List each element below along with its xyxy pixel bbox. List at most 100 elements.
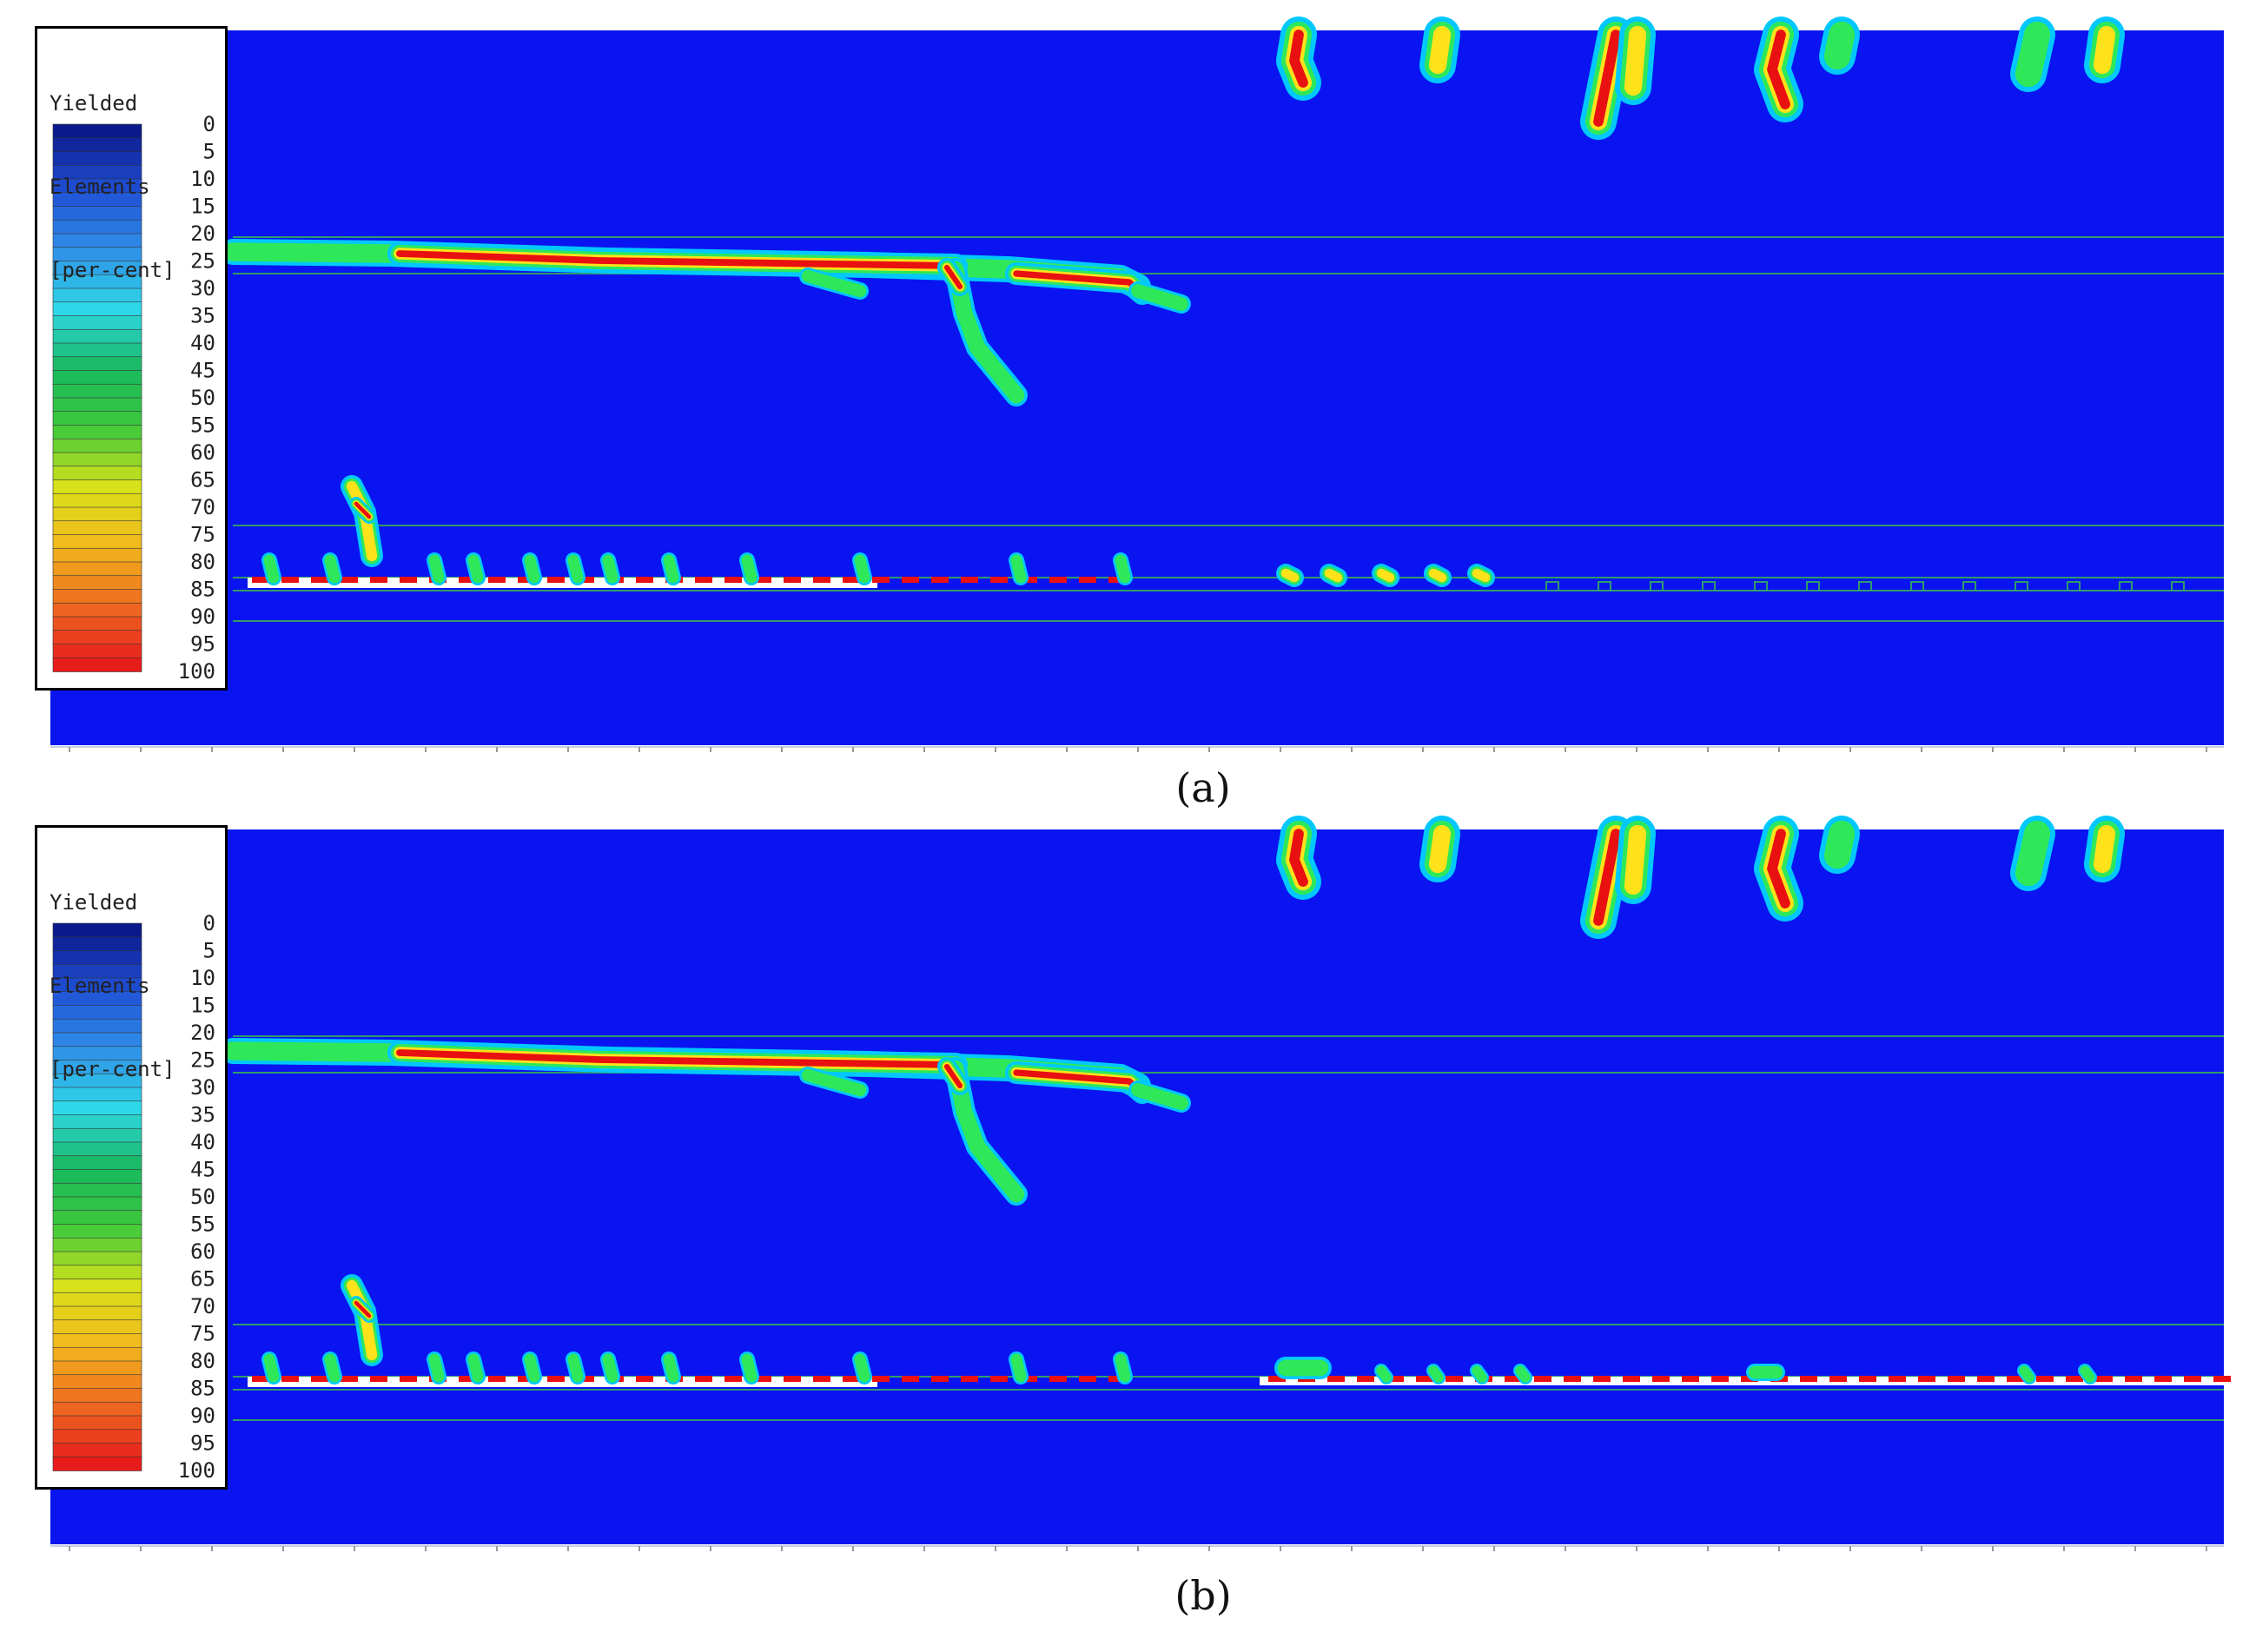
- colorbar-step: [52, 370, 142, 386]
- colorbar-tick-label: 25: [190, 1048, 215, 1073]
- lining-yield-segment: [1505, 1376, 1522, 1382]
- lining-yield-bump: [524, 554, 540, 584]
- surface-yield-plume: [1593, 30, 1621, 127]
- surface-yield-plume: [1593, 829, 1621, 926]
- colorbar-tick-label: 85: [190, 578, 215, 602]
- lining-yield-bump: [567, 1353, 584, 1383]
- lining-yield-segment: [990, 577, 1008, 583]
- lining-element: [1598, 581, 1611, 591]
- colorbar-tick-label: 35: [190, 304, 215, 328]
- colorbar-step: [52, 1251, 142, 1266]
- legend-title-b: Yielded Elements [per-cent]: [50, 833, 175, 1139]
- colorbar-step: [52, 602, 142, 618]
- colorbar-step: [52, 1210, 142, 1226]
- lining-yield-segment: [961, 577, 978, 583]
- yield-field-b: [50, 816, 2231, 1551]
- lining-yield-segment: [459, 577, 476, 583]
- colorbar-tick-label: 60: [190, 1239, 215, 1264]
- lining-yield-bump: [324, 1353, 341, 1383]
- minor-yield-zone: [801, 269, 867, 298]
- colorbar-tick-label: 55: [190, 413, 215, 438]
- colorbar-tick-label: 5: [203, 939, 215, 963]
- colorbar-step: [52, 630, 142, 645]
- shear-band-tail: [1131, 284, 1188, 311]
- lining-yield-segment: [636, 1376, 653, 1382]
- lining-yield-segment: [311, 577, 328, 583]
- lining-yield-segment: [902, 1376, 919, 1382]
- lining-element: [1545, 581, 1559, 591]
- lining-yield-bump: [524, 1353, 540, 1383]
- colorbar-step: [52, 1333, 142, 1349]
- colorbar-tick-label: 25: [190, 249, 215, 274]
- colorbar-tick-label: 5: [203, 140, 215, 164]
- lining-yield-bump: [1010, 1353, 1027, 1383]
- lining-yield-segment: [1889, 1376, 1906, 1382]
- lining-yield-segment: [252, 1376, 269, 1382]
- lining-yield-segment: [2007, 1376, 2024, 1382]
- colorbar-tick-label: 40: [190, 1130, 215, 1154]
- colorbar-tick-label: 95: [190, 1431, 215, 1456]
- colorbar-step: [52, 397, 142, 413]
- colorbar-step: [52, 520, 142, 536]
- lining-yield-segment: [1918, 1376, 1935, 1382]
- lining-element: [1858, 581, 1872, 591]
- lower-yield-core: [354, 501, 372, 519]
- lining-yield-segment: [252, 577, 269, 583]
- lining-yield-segment: [1079, 1376, 1096, 1382]
- lining-yield-bump: [428, 1353, 445, 1383]
- lining-element: [2119, 581, 2133, 591]
- lining-yield-segment: [872, 577, 890, 583]
- lining-yield-bump: [263, 1353, 280, 1383]
- colorbar-step: [52, 1182, 142, 1198]
- colorbar-tick-label: 30: [190, 1075, 215, 1100]
- legend-colorbar-b: 0510152025303540455055606570758085909510…: [52, 911, 215, 1483]
- lining-yield-segment: [2066, 1376, 2083, 1382]
- colorbar-step: [52, 1415, 142, 1431]
- lining-yield-segment: [577, 1376, 594, 1382]
- legend-colorbar-a: 0510152025303540455055606570758085909510…: [52, 112, 215, 684]
- colorbar-tick-label: 0: [203, 911, 215, 935]
- lining-yield-segment: [1357, 1376, 1374, 1382]
- colorbar-tick-label: 45: [190, 359, 215, 383]
- colorbar-step: [52, 452, 142, 467]
- colorbar-step: [52, 425, 142, 440]
- colorbar-step: [52, 657, 142, 672]
- lining-yield-segment: [1711, 1376, 1729, 1382]
- field-group: [50, 816, 2231, 1551]
- lining-yield-segment: [1327, 1376, 1345, 1382]
- lining-yield-segment: [1800, 1376, 1817, 1382]
- lining-yield-segment: [724, 1376, 742, 1382]
- colorbar-tick-label: 80: [190, 550, 215, 574]
- colorbar-step: [52, 1169, 142, 1185]
- shear-band-tail: [1131, 1083, 1188, 1110]
- colorbar-step: [52, 479, 142, 495]
- yield-field-a: [50, 17, 2224, 752]
- lining-yield-segment: [281, 577, 299, 583]
- lining-yield-segment: [1564, 1376, 1581, 1382]
- lining-yield-segment: [1682, 1376, 1699, 1382]
- colorbar-step: [52, 547, 142, 563]
- lining-element: [1702, 581, 1716, 591]
- lining-yield-segment: [1948, 1376, 1965, 1382]
- lining-element: [1754, 581, 1768, 591]
- colorbar-step: [52, 575, 142, 591]
- lining-yield-bump: [467, 554, 484, 584]
- colorbar-step: [52, 1360, 142, 1376]
- colorbar-step: [52, 1224, 142, 1239]
- lining-yield-segment: [931, 577, 949, 583]
- surface-yield-plume: [1767, 829, 1790, 909]
- surface-yield-plume: [1823, 21, 1856, 70]
- lining-yield-bump: [1115, 1353, 1131, 1383]
- surface-yield-plume: [2093, 25, 2116, 75]
- surface-yield-plume: [2093, 824, 2116, 874]
- colorbar-step: [52, 466, 142, 481]
- lining-yield-bump: [1376, 1365, 1392, 1383]
- colorbar-tick-label: 15: [190, 994, 215, 1018]
- inclined-shear-core: [943, 264, 963, 290]
- colorbar-step: [52, 1443, 142, 1458]
- lining-yield-segment: [281, 1376, 299, 1382]
- legend-b: 0 5 10 15 20 25 30 35 40 45 50 55 60 65 70 75 80 85 90 95 10…: [35, 825, 228, 1490]
- lining-yield-segment: [1623, 1376, 1640, 1382]
- colorbar-step: [52, 589, 142, 605]
- colorbar-step: [52, 438, 142, 453]
